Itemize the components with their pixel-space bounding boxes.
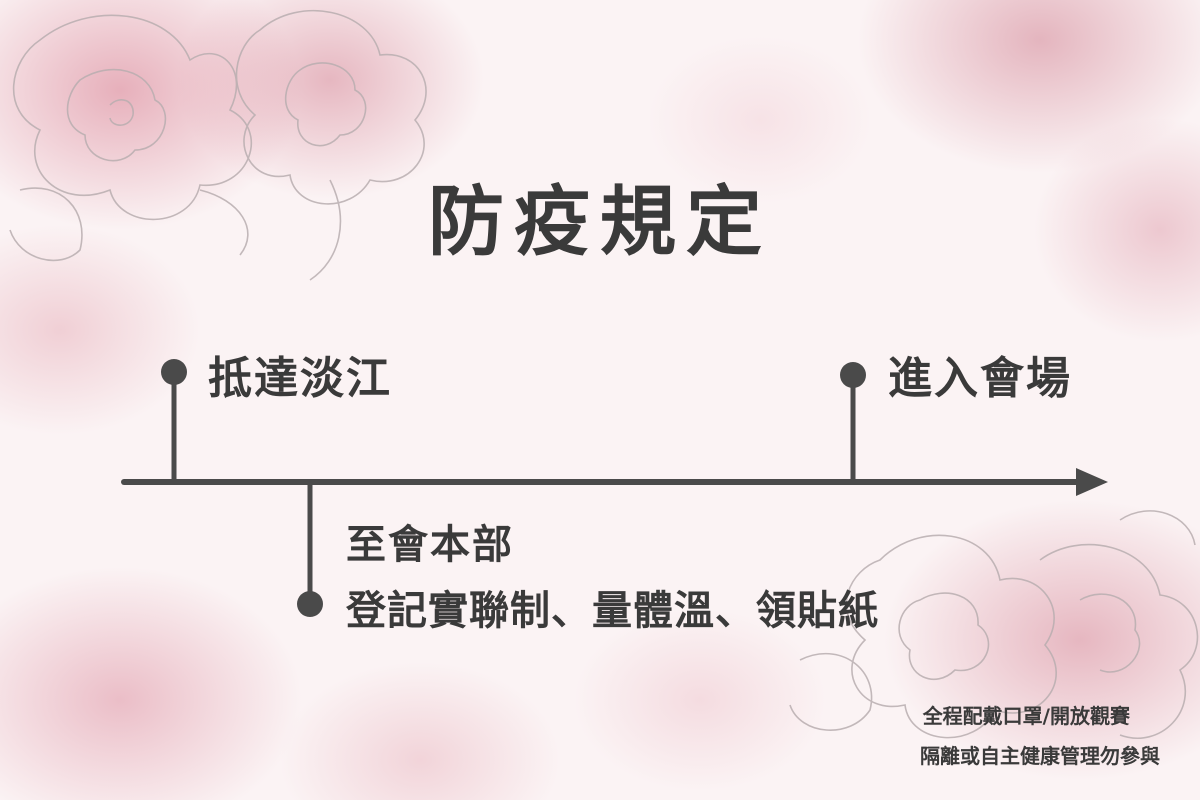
timeline-node-2 (297, 591, 323, 617)
step-1-label: 抵達淡江 (208, 353, 392, 404)
step-3-label: 進入會場 (888, 353, 1072, 404)
peony-outline-top-left (9, 9, 427, 281)
timeline-node-1 (161, 359, 187, 385)
timeline-node-3 (840, 362, 866, 388)
step-2-detail: 登記實聯制、量體溫、領貼紙 (346, 587, 879, 634)
peony-outline-bottom-right (789, 510, 1199, 740)
note-quarantine-line: 隔離或自主健康管理勿參與 (920, 744, 1160, 768)
step-2-label: 至會本部 (346, 521, 514, 568)
timeline-arrowhead-icon (1076, 468, 1108, 496)
page-title: 防疫規定 (428, 177, 772, 266)
note-mask-line: 全程配戴口罩/開放觀賽 (922, 704, 1130, 728)
